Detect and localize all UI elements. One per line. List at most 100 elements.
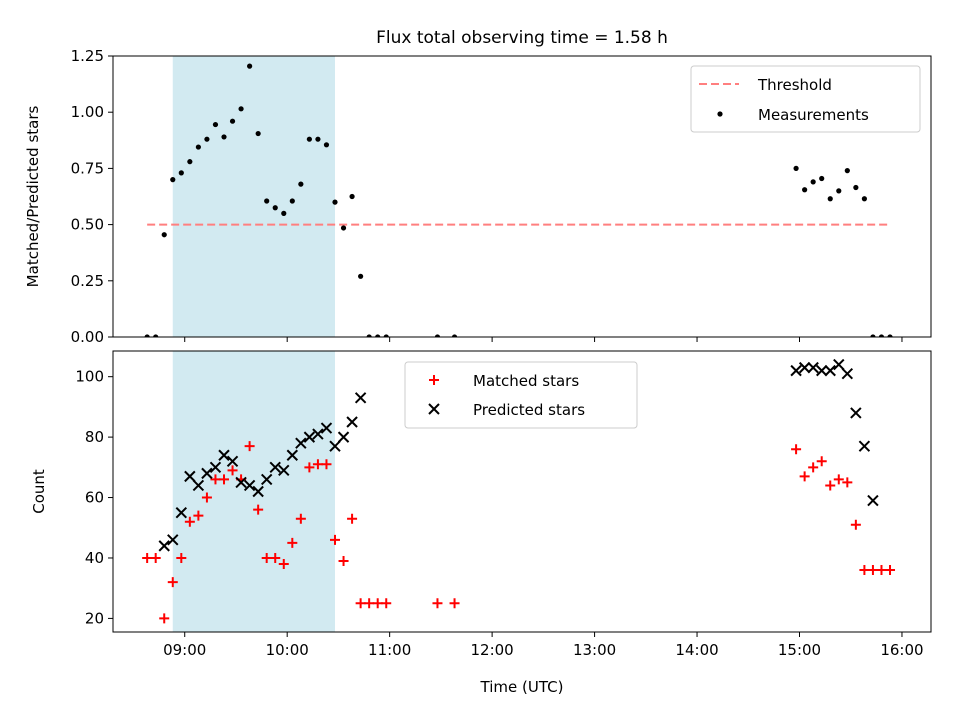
measurement-point [836,188,842,194]
matched-star-point [842,477,853,488]
predicted-star-point [824,364,836,377]
legend-predicted-swatch [428,403,440,415]
series-predicted-stars [158,358,879,552]
matched-star-point [244,441,255,452]
predicted-star-point [192,479,205,492]
measurement-point [306,136,312,142]
measurement-point [289,198,295,204]
measurement-point [298,181,304,187]
measurement-point [153,334,159,337]
predicted-star-point [833,358,845,371]
legend-measurement-swatch [717,111,723,117]
matched-star-point [791,444,802,455]
measurement-point [170,177,176,183]
measurement-point [349,193,355,200]
matched-star-point [355,598,366,609]
matched-star-point [167,577,178,588]
matched-star-point [219,474,230,485]
predicted-star-point [269,461,281,474]
measurement-point [204,136,210,142]
y-tick-label: 1.25 [71,47,104,65]
matched-star-point [295,513,306,524]
x-tick-label: 10:00 [266,641,309,659]
predicted-star-point [158,540,170,552]
matched-star-point [321,459,332,470]
matched-star-point [304,462,315,473]
predicted-star-point [312,428,324,440]
x-tick-label: 09:00 [163,641,206,659]
measurement-point [870,334,876,337]
matched-star-point [287,537,298,548]
matched-star-point [210,474,221,485]
predicted-star-point [320,422,333,434]
matched-star-point [859,565,870,576]
x-tick-label: 12:00 [470,641,513,659]
predicted-star-point [850,407,862,419]
matched-star-point [330,534,341,545]
legend-box [690,65,921,133]
matched-star-point [850,519,861,530]
predicted-star-point [175,506,188,519]
measurement-point [247,63,253,69]
measurement-point [793,165,799,171]
predicted-star-point [790,364,802,377]
matched-star-point [885,565,896,576]
matched-star-point [432,598,443,609]
x-tick-label: 15:00 [778,641,821,659]
measurement-point [178,170,184,176]
measurement-point [340,225,347,231]
predicted-star-point [295,437,307,449]
measurement-point [221,134,227,140]
legend-label: Measurements [758,106,869,124]
predicted-star-point [303,431,316,443]
measurement-point [853,184,859,191]
matched-star-point [364,598,375,609]
predicted-star-point [218,449,230,461]
predicted-star-point [278,464,290,477]
measurement-point [375,334,381,337]
chart-title: Flux total observing time = 1.58 h [376,28,668,48]
measurement-point [229,118,236,124]
matched-star-point [816,456,827,467]
measurement-point [161,232,167,238]
x-tick-label: 11:00 [368,641,411,659]
predicted-star-point [329,440,341,452]
y-tick-label: 0.75 [71,159,104,177]
y-tick-label: 100 [75,368,104,386]
y-axis-label: Count [30,469,48,514]
measurement-point [187,159,193,165]
measurement-point [844,168,850,174]
measurement-point [264,198,270,204]
plot-area [144,56,893,337]
observing-window-span [172,56,336,337]
series-measurements [144,63,893,337]
matched-star-point [150,552,161,563]
matched-star-point [867,565,878,576]
measurement-point [358,273,364,279]
matched-star-point [253,504,264,515]
matched-star-point [381,598,392,609]
predicted-star-point [815,364,828,377]
axes-frame [112,350,932,633]
measurement-point [827,196,833,202]
matched-star-point [799,471,810,482]
matched-star-point [261,552,272,563]
matched-star-point [227,465,238,476]
predicted-star-point [184,470,196,483]
bottom-panel: 20 40 60 80 100 09:00 10:00 11:00 12:00 13:00 14:0… [30,350,932,696]
matched-star-point [347,513,358,524]
matched-star-point [184,516,195,527]
matched-star-point [338,555,349,566]
matched-star-point [876,565,887,576]
top-panel: 0.00 0.25 0.50 0.75 1.00 1.25 Matched/Predicte… [24,47,932,346]
predicted-star-point [226,455,239,467]
predicted-star-point [858,440,871,452]
predicted-star-point [209,461,222,474]
measurement-point [451,334,458,337]
axes-frame [112,55,932,338]
legend-label: Matched stars [473,372,579,390]
matched-star-point [808,462,819,473]
y-tick-label: 80 [85,428,104,446]
predicted-star-point [867,494,879,507]
